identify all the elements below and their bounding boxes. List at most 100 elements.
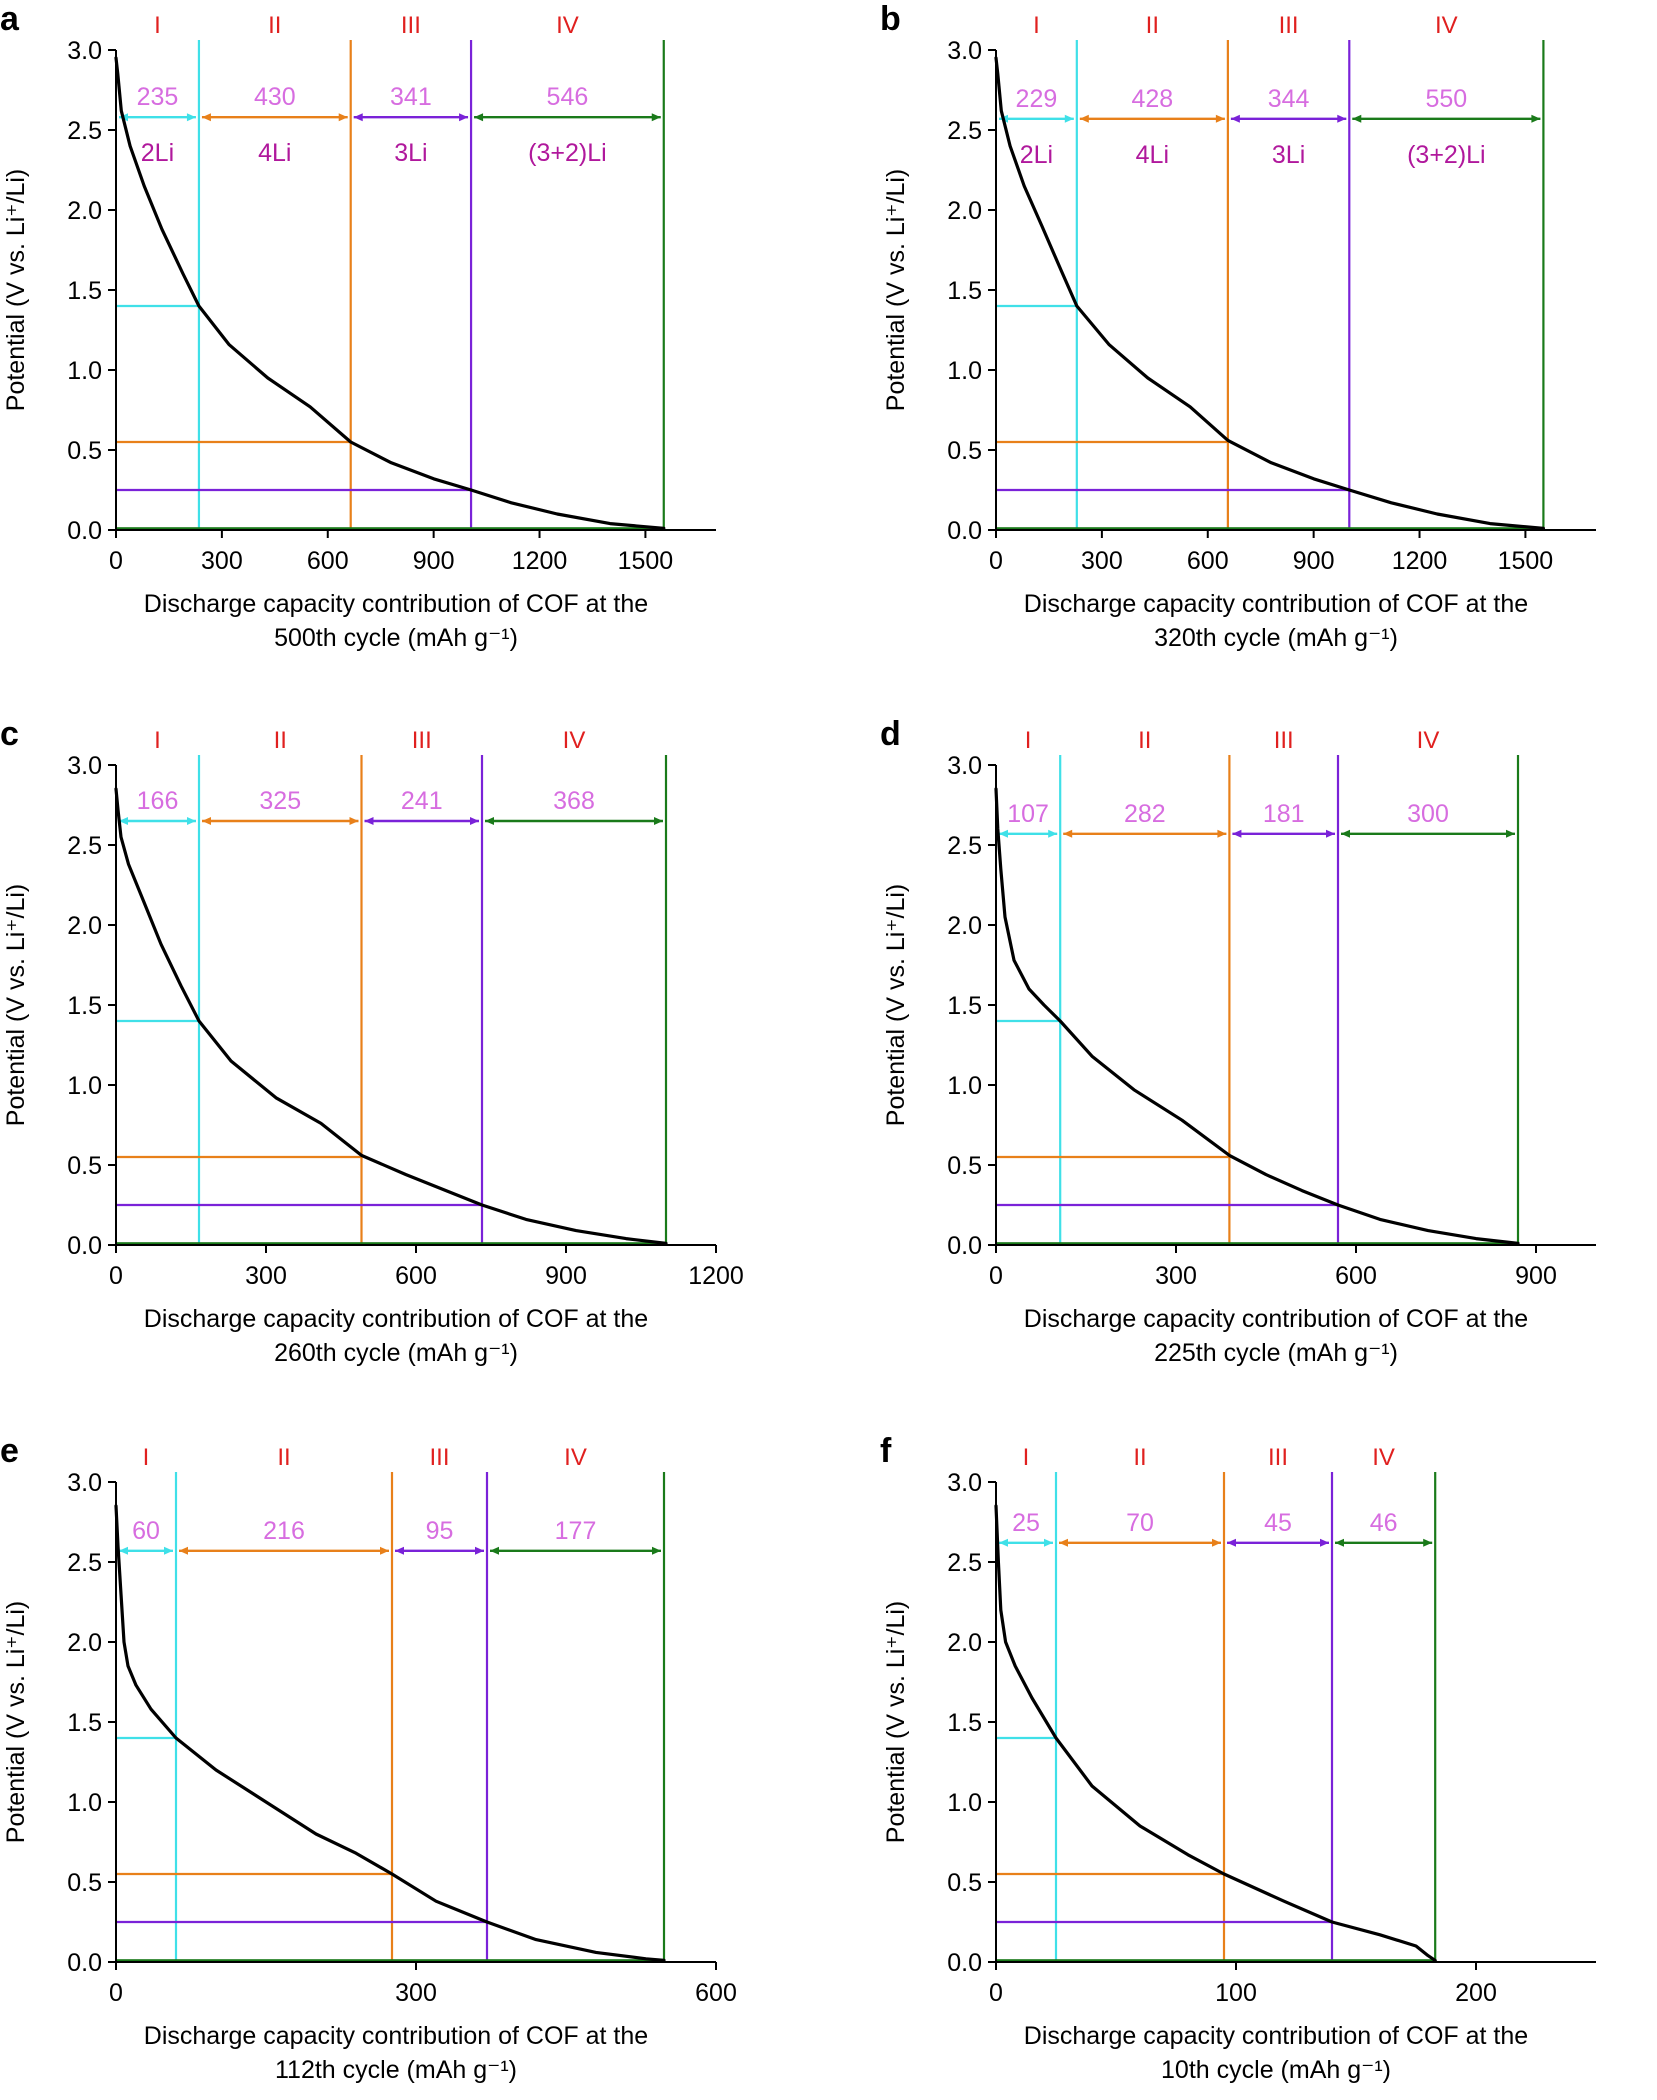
y-tick-label: 2.0 [67,912,102,940]
x-axis-title: Discharge capacity contribution of COF a… [144,590,648,618]
y-tick-label: 1.0 [67,357,102,385]
li-label-II: 4Li [1136,141,1169,169]
region-label-III: III [1274,727,1294,754]
capacity-label-I: 235 [137,83,179,111]
x-tick-label: 1200 [512,547,568,575]
discharge-curve [994,787,1520,1246]
region-label-IV: IV [564,1444,587,1471]
x-axis-title-line2: 10th cycle (mAh g⁻¹) [1161,2056,1391,2084]
arrow-head-right [1064,114,1074,123]
arrow-head-left [395,1546,404,1555]
arrow-head-left [1059,1538,1068,1547]
region-label-IV: IV [1435,12,1458,39]
arrow-head-left [1352,114,1362,123]
panel-letter: c [0,715,19,753]
y-tick-label: 1.5 [67,1709,102,1737]
x-tick-label: 1200 [1392,547,1448,575]
discharge-curve [114,56,666,531]
arrow-head-left [490,1546,499,1555]
arrow-head-right [338,113,348,122]
capacity-label-IV: 546 [547,83,589,111]
arrow-head-left [1232,829,1242,838]
arrow-head-right [470,817,479,825]
x-tick-label: 300 [395,1979,437,2007]
x-axis-title-line2: 225th cycle (mAh g⁻¹) [1154,1339,1398,1367]
capacity-label-I: 166 [137,787,179,815]
x-tick-label: 300 [201,547,243,575]
capacity-label-I: 25 [1012,1509,1040,1537]
y-tick-label: 1.5 [67,277,102,305]
y-axis-title: Potential (V vs. Li⁺/Li) [2,169,30,411]
arrow-head-left [999,829,1008,838]
capacity-label-IV: 46 [1370,1509,1398,1537]
region-label-II: II [1138,727,1151,754]
x-tick-label: 100 [1215,1979,1257,2007]
y-tick-label: 3.0 [67,752,102,780]
panel-e: e 60 I 216 II 95 III 177 IV 0.0 0.5 1.0 1.5 2.0 2.5 3.0… [0,1432,737,2084]
y-tick-label: 2.0 [947,197,982,225]
panel-letter: e [0,1432,19,1470]
x-axis-title: Discharge capacity contribution of COF a… [1024,2022,1528,2050]
li-label-IV: (3+2)Li [528,139,607,167]
arrow-head-left [1227,1538,1236,1547]
y-axis-title: Potential (V vs. Li⁺/Li) [882,1601,910,1843]
x-axis-title-line2: 500th cycle (mAh g⁻¹) [274,624,518,652]
region-label-I: I [1023,1444,1030,1471]
capacity-label-I: 107 [1007,800,1049,828]
y-tick-label: 0.5 [67,1869,102,1897]
y-tick-label: 2.0 [947,912,982,940]
arrow-head-left [1079,114,1089,123]
x-tick-label: 300 [1155,1262,1197,1290]
y-axis-title: Potential (V vs. Li⁺/Li) [2,1601,30,1843]
arrow-head-right [1326,829,1335,838]
li-label-I: 2Li [1020,141,1053,169]
x-tick-label: 0 [109,1979,123,2007]
arrow-head-right [187,817,196,825]
y-tick-label: 1.0 [67,1789,102,1817]
x-tick-label: 300 [245,1262,287,1290]
x-axis-title: Discharge capacity contribution of COF a… [1024,1305,1528,1333]
region-label-I: I [154,727,161,754]
capacity-label-III: 344 [1268,85,1310,113]
y-tick-label: 3.0 [947,752,982,780]
capacity-label-III: 181 [1263,800,1305,828]
x-tick-label: 1500 [618,547,674,575]
y-tick-label: 1.5 [67,992,102,1020]
y-tick-label: 0.5 [947,437,982,465]
region-label-III: III [429,1444,449,1471]
y-tick-label: 3.0 [947,37,982,65]
y-tick-label: 2.5 [67,117,102,145]
arrow-head-right [459,113,469,122]
panel-letter: f [880,1432,892,1470]
arrow-head-right [654,817,663,825]
arrow-head-right [1506,829,1515,838]
y-tick-label: 0.0 [67,1232,102,1260]
capacity-label-II: 70 [1126,1509,1154,1537]
arrow-head-right [1320,1538,1329,1547]
region-label-II: II [274,727,287,754]
x-tick-label: 300 [1081,547,1123,575]
region-label-II: II [277,1444,290,1471]
li-label-IV: (3+2)Li [1407,141,1486,169]
x-tick-label: 1500 [1498,547,1554,575]
y-tick-label: 2.5 [947,117,982,145]
arrow-head-left [202,817,211,825]
panel-a: a 235 I 2Li 430 II 4Li 341 III 3Li 546 IV (3+2)Li 0.0… [0,0,716,652]
arrow-head-right [1337,114,1347,123]
arrow-head-right [1217,829,1227,838]
x-tick-label: 900 [1293,547,1335,575]
region-label-I: I [1025,727,1032,754]
capacity-label-III: 241 [401,787,443,815]
y-tick-label: 3.0 [947,1469,982,1497]
x-axis-title-line2: 112th cycle (mAh g⁻¹) [275,2056,517,2084]
discharge-curve [994,56,1546,531]
arrow-head-left [1335,1538,1344,1547]
panel-d: d 107 I 282 II 181 III 300 IV 0.0 0.5 1.0 1.5 2.0 2.5 3… [880,715,1596,1367]
arrow-head-right [1048,829,1058,838]
x-axis-title: Discharge capacity contribution of COF a… [144,2022,648,2050]
y-tick-label: 3.0 [67,37,102,65]
arrow-head-left [353,113,363,122]
capacity-label-II: 282 [1124,800,1166,828]
x-tick-label: 600 [395,1262,437,1290]
